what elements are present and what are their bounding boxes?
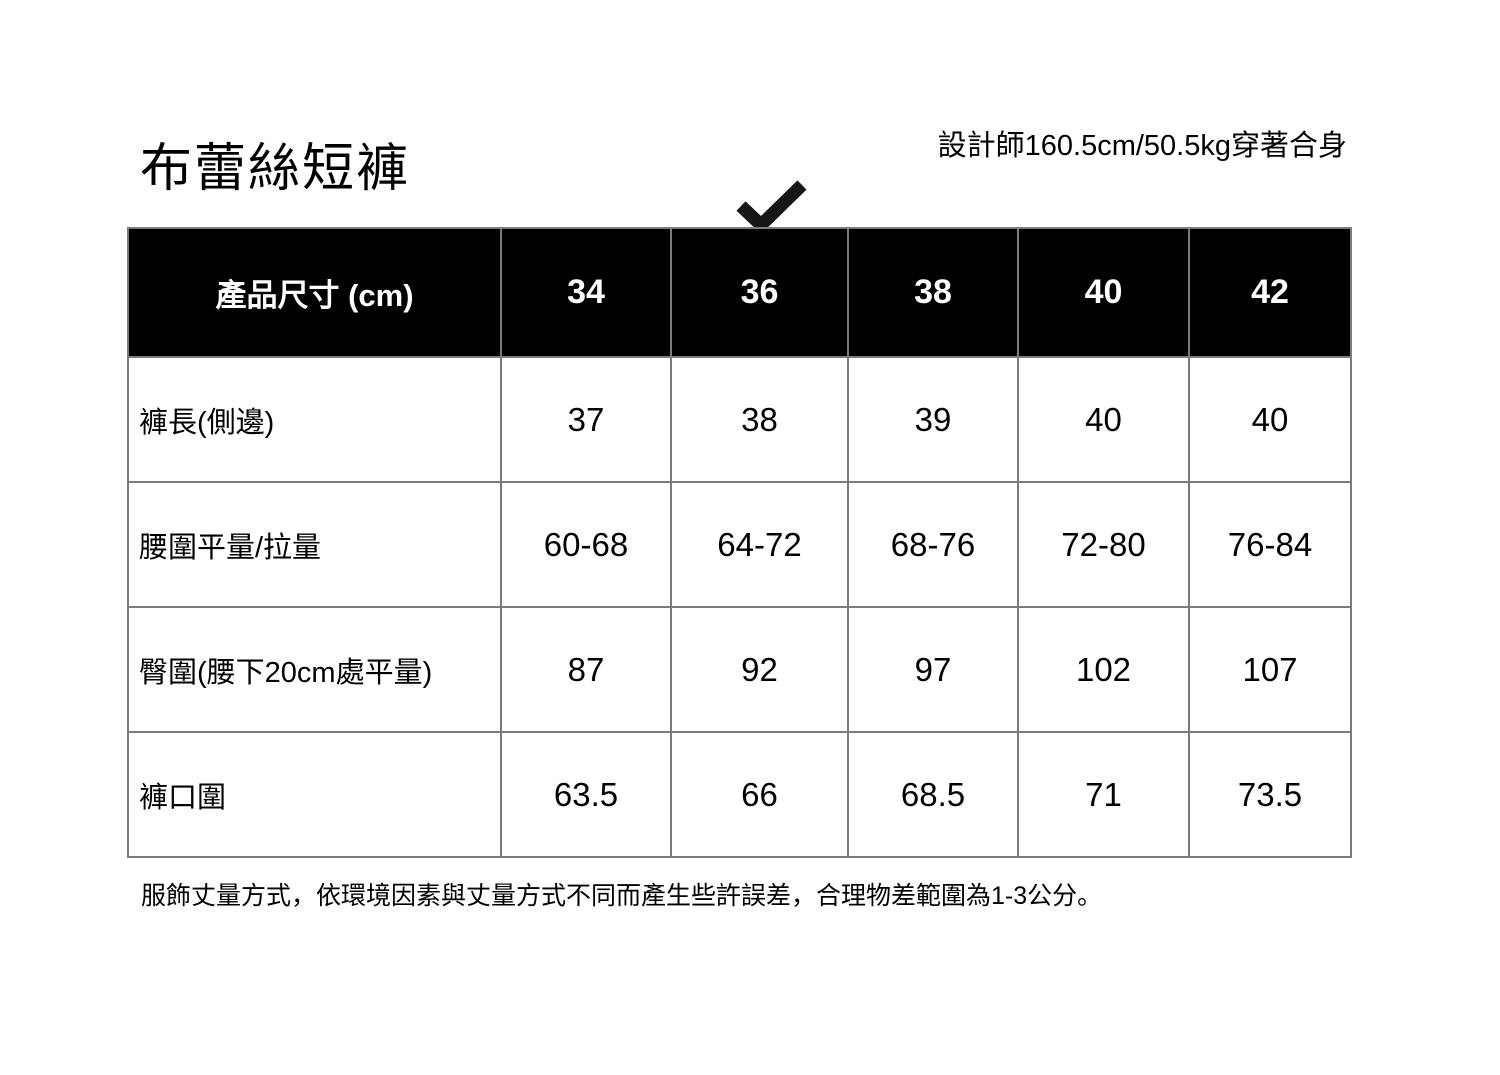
size-table-body: 褲長(側邊) 37 38 39 40 40 腰圍平量/拉量 60-68 64-72 68-76 72… — [127, 356, 1352, 858]
measurement-value-cell: 63.5 — [500, 731, 672, 858]
measurement-row-label: 臀圍(腰下20cm處平量) — [127, 606, 502, 733]
measurement-row-label: 腰圍平量/拉量 — [127, 481, 502, 608]
measurement-disclaimer: 服飾丈量方式，依環境因素與丈量方式不同而產生些許誤差，合理物差範圍為1-3公分。 — [141, 882, 1103, 910]
size-column-header-36: 36 — [670, 227, 849, 358]
measurement-value-cell: 71 — [1017, 731, 1190, 858]
size-column-header-40: 40 — [1017, 227, 1190, 358]
measurement-value-cell: 68.5 — [847, 731, 1019, 858]
check-icon — [736, 180, 807, 229]
measurement-value-cell: 38 — [670, 356, 849, 483]
measurement-value-cell: 39 — [847, 356, 1019, 483]
size-table: 產品尺寸 (cm) 34 36 38 40 42 褲長(側邊) 37 38 39 40 40 腰圍平量… — [127, 227, 1352, 858]
measurement-value-cell: 72-80 — [1017, 481, 1190, 608]
measurement-value-cell: 40 — [1017, 356, 1190, 483]
measurement-value-cell: 60-68 — [500, 481, 672, 608]
corner-header-cell: 產品尺寸 (cm) — [127, 227, 502, 358]
measurement-value-cell: 92 — [670, 606, 849, 733]
header-row: 產品尺寸 (cm) 34 36 38 40 42 — [127, 227, 1352, 358]
measurement-value-cell: 37 — [500, 356, 672, 483]
measurement-value-cell: 107 — [1188, 606, 1352, 733]
measurement-value-cell: 40 — [1188, 356, 1352, 483]
size-column-header-34: 34 — [500, 227, 672, 358]
table-row: 臀圍(腰下20cm處平量) 87 92 97 102 107 — [127, 606, 1352, 733]
measurement-value-cell: 97 — [847, 606, 1019, 733]
measurement-value-cell: 64-72 — [670, 481, 849, 608]
table-row: 褲長(側邊) 37 38 39 40 40 — [127, 356, 1352, 483]
measurement-value-cell: 73.5 — [1188, 731, 1352, 858]
designer-fit-note: 設計師160.5cm/50.5kg穿著合身 — [937, 130, 1347, 162]
size-table-header: 產品尺寸 (cm) 34 36 38 40 42 — [127, 227, 1352, 358]
measurement-value-cell: 102 — [1017, 606, 1190, 733]
size-column-header-42: 42 — [1188, 227, 1352, 358]
table-row: 腰圍平量/拉量 60-68 64-72 68-76 72-80 76-84 — [127, 481, 1352, 608]
measurement-value-cell: 87 — [500, 606, 672, 733]
measurement-value-cell: 68-76 — [847, 481, 1019, 608]
size-column-header-38: 38 — [847, 227, 1019, 358]
measurement-row-label: 褲口圍 — [127, 731, 502, 858]
product-title: 布蕾絲短褲 — [140, 140, 411, 198]
measurement-row-label: 褲長(側邊) — [127, 356, 502, 483]
table-row: 褲口圍 63.5 66 68.5 71 73.5 — [127, 731, 1352, 858]
measurement-value-cell: 76-84 — [1188, 481, 1352, 608]
measurement-value-cell: 66 — [670, 731, 849, 858]
